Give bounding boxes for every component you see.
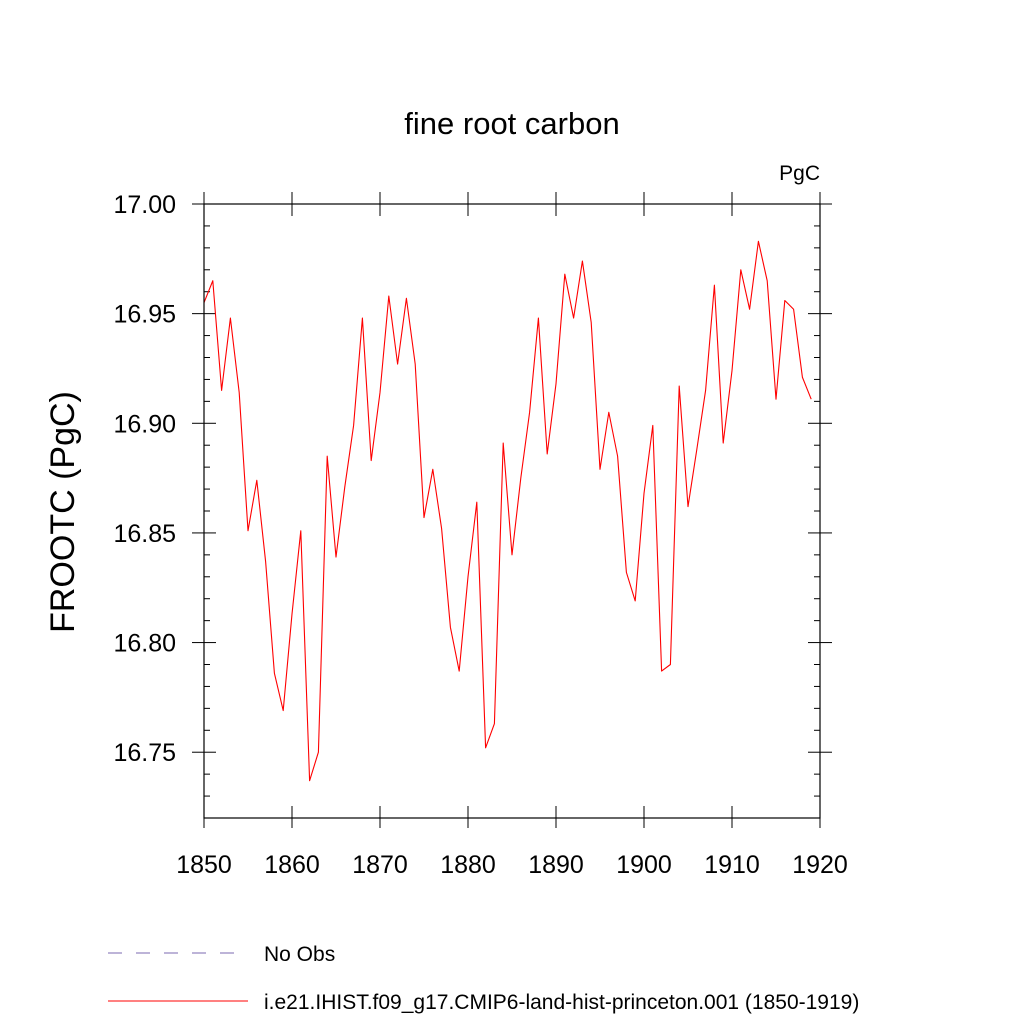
plot-series [203, 240, 812, 782]
x-tick-label: 1860 [264, 851, 320, 879]
x-tick-label: 1900 [616, 851, 672, 879]
y-tick-label: 16.90 [113, 410, 176, 438]
series-line [203, 240, 812, 782]
plot-frame [203, 203, 821, 819]
x-tick-label: 1910 [704, 851, 760, 879]
y-tick-label: 16.85 [113, 520, 176, 548]
x-tick-label: 1880 [440, 851, 496, 879]
legend-label: i.e21.IHIST.f09_g17.CMIP6-land-hist-prin… [264, 991, 859, 1014]
legend: No Obs i.e21.IHIST.f09_g17.CMIP6-land-his… [108, 943, 859, 1014]
y-tick-label: 17.00 [113, 191, 176, 219]
axis-ticks: 1850 1860 1870 1880 1890 1900 1910 1920 16.75 16.… [113, 191, 847, 879]
y-axis-label: FROOTC (PgC) [44, 391, 82, 633]
x-tick-label: 1850 [176, 851, 232, 879]
x-tick-label: 1920 [792, 851, 848, 879]
y-tick-label: 16.75 [113, 739, 176, 767]
y-tick-label: 16.95 [113, 301, 176, 329]
chart-title: fine root carbon [404, 106, 619, 141]
legend-label: No Obs [264, 943, 335, 966]
y-tick-label: 16.80 [113, 630, 176, 658]
x-tick-label: 1870 [352, 851, 408, 879]
units-label: PgC [779, 162, 820, 185]
x-tick-label: 1890 [528, 851, 584, 879]
